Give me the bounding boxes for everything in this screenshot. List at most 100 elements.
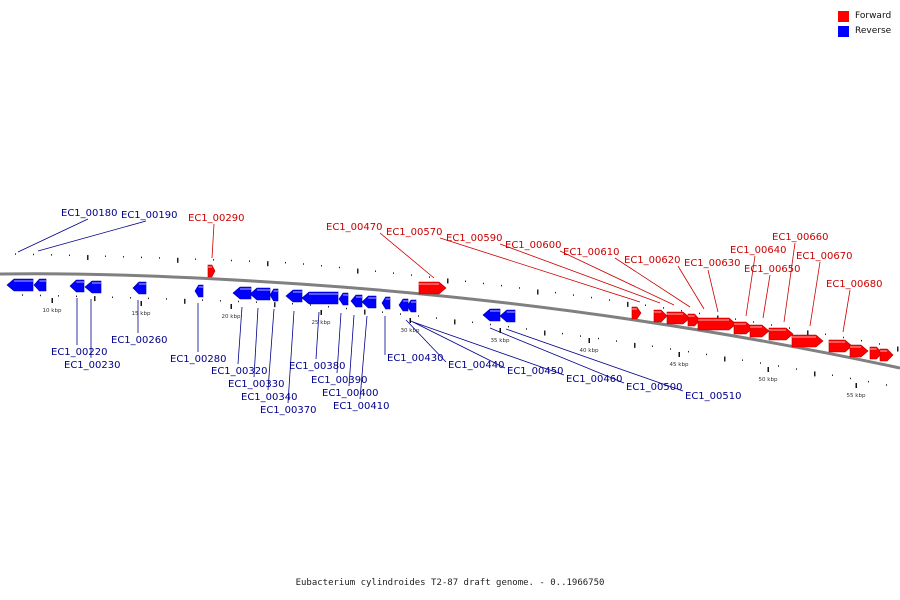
forward-gene-label: EC1_00660 <box>772 232 828 243</box>
tick-mark-top <box>879 343 880 345</box>
forward-gene-label: EC1_00620 <box>624 255 680 266</box>
tick-mark-bottom <box>616 340 617 342</box>
reverse-gene-arrow <box>499 309 516 323</box>
tick-mark-top <box>897 346 899 352</box>
leader-line <box>439 237 641 303</box>
gene-arrow-highlight <box>257 289 270 291</box>
tick-mark-top <box>375 270 376 272</box>
tick-mark-top <box>861 339 862 342</box>
forward-gene-label: EC1_00570 <box>386 227 442 238</box>
forward-gene-label: EC1_00600 <box>505 240 561 251</box>
forward-gene-arrow <box>849 344 869 358</box>
leader-line <box>707 269 719 313</box>
tick-mark-bottom <box>112 296 113 299</box>
tick-mark-top <box>519 287 520 289</box>
tick-mark-bottom <box>886 384 887 386</box>
gene-arrow-highlight <box>688 315 695 317</box>
tick-mark-top <box>573 294 574 296</box>
forward-gene-arrow <box>631 306 642 320</box>
tick-mark-top <box>105 255 106 258</box>
ruler-label: 15 kbp <box>132 311 151 317</box>
leader-line <box>379 232 435 279</box>
forward-gene-label: EC1_00610 <box>563 247 619 258</box>
gene-arrow-highlight <box>490 310 500 312</box>
gene-arrow-highlight <box>870 348 877 350</box>
genome-caption: Eubacterium cylindroides T2-87 draft gen… <box>295 578 605 588</box>
reverse-gene-label: EC1_00460 <box>566 374 622 385</box>
gene-arrow-highlight <box>506 311 515 313</box>
reverse-gene-arrow <box>33 278 47 292</box>
tick-mark-bottom <box>634 342 636 348</box>
reverse-gene-label: EC1_00190 <box>121 210 177 221</box>
leader-line <box>783 242 796 323</box>
ruler-major-tick <box>320 310 322 315</box>
reverse-gene-arrow <box>69 279 85 293</box>
tick-mark-top <box>807 330 809 336</box>
gene-arrow-highlight <box>750 326 762 328</box>
gene-arrows <box>6 264 894 362</box>
reverse-gene-arrow <box>338 292 349 306</box>
reverse-gene-label: EC1_00400 <box>322 388 378 399</box>
leader-line <box>267 308 275 391</box>
tick-mark-bottom <box>670 348 671 350</box>
tick-mark-bottom <box>40 294 41 297</box>
forward-gene-label: EC1_00470 <box>326 222 382 233</box>
leader-line <box>17 218 89 253</box>
tick-mark-top <box>51 254 52 256</box>
tick-mark-top <box>591 296 592 299</box>
tick-mark-top <box>429 276 430 278</box>
gene-arrow-highlight <box>667 313 683 315</box>
tick-mark-bottom <box>796 368 797 370</box>
reverse-gene-label: EC1_00450 <box>507 366 563 377</box>
gene-arrow-highlight <box>632 308 637 310</box>
tick-mark-top <box>501 284 502 287</box>
forward-gene-arrow <box>666 311 691 325</box>
tick-mark-top <box>33 253 34 256</box>
gene-arrow-highlight <box>208 266 212 268</box>
gene-arrow-highlight <box>138 283 146 285</box>
gene-arrow-highlight <box>419 283 439 285</box>
tick-mark-bottom <box>526 328 527 330</box>
tick-mark-top <box>195 258 196 260</box>
reverse-gene-arrow <box>398 298 409 312</box>
gene-arrow-highlight <box>829 341 845 343</box>
tick-mark-top <box>357 268 359 274</box>
leader-line <box>745 255 756 317</box>
ruler-major-tick <box>230 304 232 309</box>
ruler-label: 40 kbp <box>580 348 599 354</box>
gene-arrow-highlight <box>792 336 816 338</box>
tick-mark-bottom <box>256 301 257 303</box>
reverse-gene-label: EC1_00390 <box>311 375 367 386</box>
gene-arrow-highlight <box>850 346 861 348</box>
leader-line <box>287 310 295 404</box>
reverse-gene-label: EC1_00330 <box>228 379 284 390</box>
tick-mark-bottom <box>724 356 726 362</box>
reverse-gene-arrow <box>361 295 377 309</box>
gene-arrow-highlight <box>355 296 362 298</box>
forward-gene-label: EC1_00640 <box>730 245 786 256</box>
forward-gene-arrow <box>828 339 853 353</box>
tick-mark-top <box>609 299 610 301</box>
forward-gene-arrow <box>869 346 883 360</box>
forward-gene-arrow <box>207 264 216 278</box>
forward-gene-arrow <box>653 309 668 323</box>
tick-mark-bottom <box>742 359 743 361</box>
leader-line <box>253 307 259 378</box>
forward-gene-arrow <box>697 317 737 331</box>
legend: Forward Reverse <box>838 9 900 39</box>
tick-mark-top <box>825 333 826 336</box>
tick-mark-bottom <box>778 365 779 367</box>
reverse-gene-arrow <box>482 308 501 322</box>
tick-mark-bottom <box>346 307 347 310</box>
tick-mark-bottom <box>688 350 689 353</box>
forward-gene-arrow <box>687 313 701 327</box>
reverse-gene-label: EC1_00220 <box>51 347 107 358</box>
tick-mark-top <box>663 307 664 309</box>
ruler-label: 30 kbp <box>401 328 420 334</box>
tick-mark-bottom <box>850 377 851 380</box>
tick-mark-top <box>231 259 232 262</box>
forward-swatch <box>838 10 849 22</box>
leader-line <box>405 319 447 363</box>
tick-mark-bottom <box>238 300 239 303</box>
tick-mark-bottom <box>760 362 761 364</box>
